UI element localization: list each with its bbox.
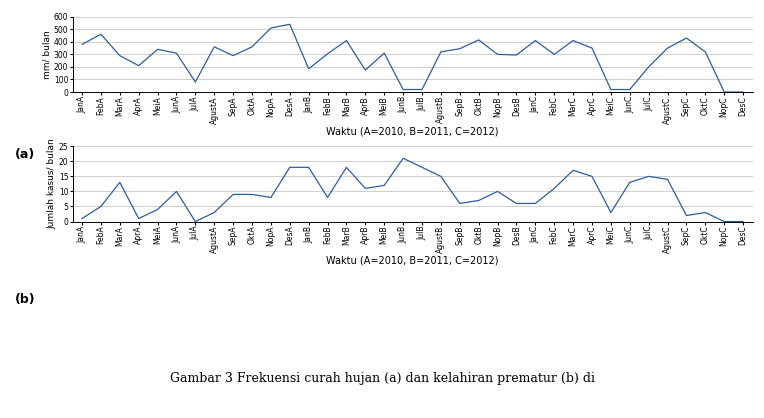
X-axis label: Waktu (A=2010, B=2011, C=2012): Waktu (A=2010, B=2011, C=2012) xyxy=(326,126,499,136)
Text: (b): (b) xyxy=(15,293,35,306)
Y-axis label: Jumlah kasus/ bulan: Jumlah kasus/ bulan xyxy=(47,138,56,229)
Text: (a): (a) xyxy=(15,148,35,161)
Y-axis label: mm/ bulan: mm/ bulan xyxy=(42,30,51,79)
Text: Gambar 3 Frekuensi curah hujan (a) dan kelahiran prematur (b) di: Gambar 3 Frekuensi curah hujan (a) dan k… xyxy=(170,372,594,385)
X-axis label: Waktu (A=2010, B=2011, C=2012): Waktu (A=2010, B=2011, C=2012) xyxy=(326,256,499,266)
